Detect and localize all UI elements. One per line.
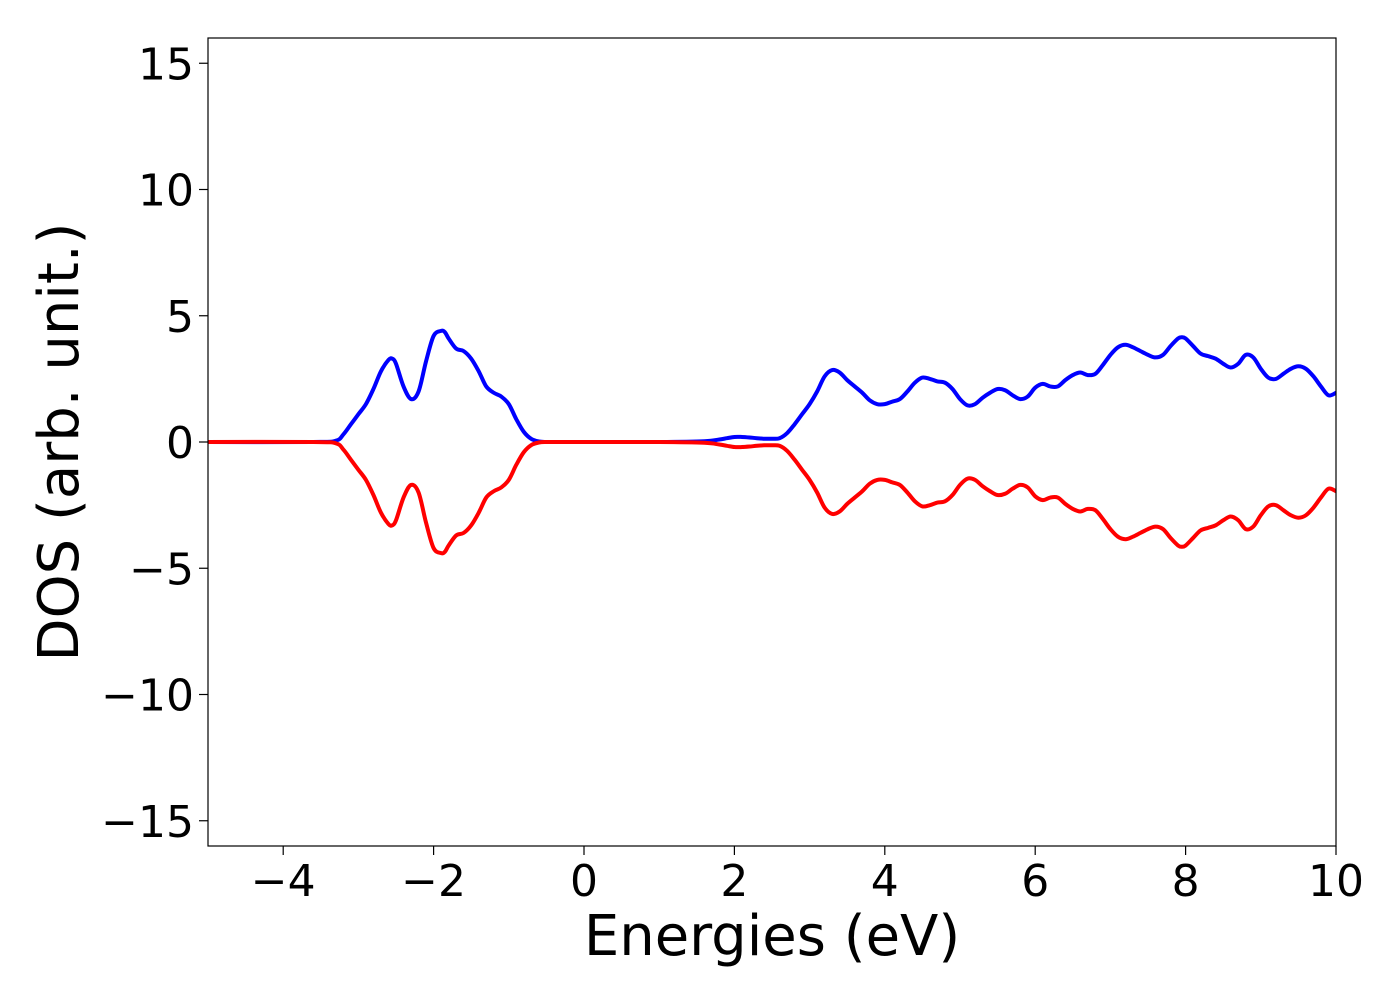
x-tick-label: 8 xyxy=(1172,856,1200,907)
y-tick-label: 15 xyxy=(138,39,194,90)
x-tick-label: −2 xyxy=(401,856,466,907)
x-axis-ticks: −4 −2 0 2 4 6 8 10 xyxy=(251,846,1364,907)
plot-frame xyxy=(207,37,1337,847)
x-tick-label: 0 xyxy=(570,856,598,907)
y-axis-label: DOS (arb. unit.) xyxy=(27,222,92,661)
y-tick-label: 10 xyxy=(138,166,194,217)
x-axis-label: Energies (eV) xyxy=(584,904,960,969)
series-line-1 xyxy=(208,439,1336,556)
x-tick-label: −4 xyxy=(251,856,316,907)
y-tick-label: −15 xyxy=(101,797,194,848)
y-tick-label: 0 xyxy=(166,418,194,469)
y-tick-label: −10 xyxy=(101,671,194,722)
y-tick-label: −5 xyxy=(129,544,194,595)
y-tick-label: 5 xyxy=(166,292,194,343)
x-tick-label: 10 xyxy=(1308,856,1364,907)
x-tick-label: 4 xyxy=(871,856,899,907)
x-tick-label: 6 xyxy=(1021,856,1049,907)
series-line-0 xyxy=(208,328,1336,445)
x-tick-label: 2 xyxy=(720,856,748,907)
y-axis-ticks: −15 −10 −5 0 5 10 15 xyxy=(101,39,208,848)
series-layer xyxy=(208,328,1336,556)
